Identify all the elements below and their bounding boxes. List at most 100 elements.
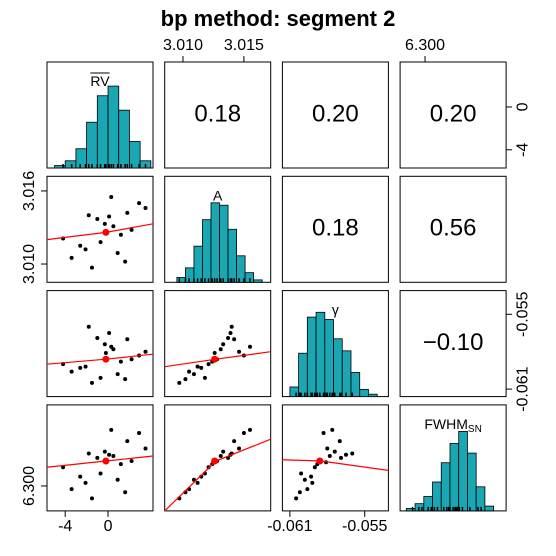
hist-bar [253, 279, 263, 283]
hist-bar [227, 228, 237, 283]
scatter-point [191, 372, 196, 377]
scatter-point [102, 342, 107, 347]
hist-bar [202, 219, 212, 283]
scatter-point [129, 459, 134, 464]
hist-bar [359, 388, 369, 398]
scatter-point [89, 265, 94, 270]
scatter-point [103, 350, 108, 355]
hist-bar [405, 508, 416, 512]
scatter-point [143, 446, 148, 451]
scatter-point [83, 247, 88, 252]
scatter-point [83, 480, 88, 485]
variable-label: γ [332, 301, 339, 317]
scatter-point [109, 344, 114, 349]
scatter-point [344, 452, 348, 457]
hist-bar [86, 121, 98, 169]
hist-bar [458, 430, 468, 512]
hist-bar [432, 481, 442, 512]
scatter-point [95, 335, 100, 340]
mean-point [316, 457, 324, 465]
scatter-point [241, 430, 246, 435]
variable-label-text: γ [332, 301, 339, 317]
x-tick-label: -0.055 [342, 518, 387, 535]
y-tick-label: -4 [514, 143, 531, 157]
scatter-point [195, 364, 200, 369]
scatter-point [109, 427, 114, 432]
smooth-line [282, 459, 389, 471]
scatter-point [98, 240, 103, 245]
hist-bar [193, 245, 203, 283]
scatter-point [299, 471, 304, 476]
hist-bar [306, 316, 317, 398]
scatter-point [337, 439, 342, 444]
hist-bar [324, 319, 334, 398]
scatter-point [86, 451, 91, 456]
scatter-point [107, 214, 112, 219]
scatter-point [297, 490, 302, 495]
hist-bar [449, 443, 460, 512]
scatter-point [218, 454, 223, 459]
hist-bar [96, 95, 109, 169]
scatter-point [95, 216, 100, 221]
panel-frame [399, 175, 507, 283]
hist-bar [64, 160, 77, 169]
chart-title: bp method: segment 2 [161, 6, 396, 31]
scatter-point [309, 474, 314, 479]
correlation-label: −0.10 [423, 329, 484, 356]
correlation-label: 0.20 [312, 100, 359, 127]
scatter-point [330, 427, 335, 432]
scatter-point [125, 210, 130, 215]
scatter-point [109, 195, 114, 200]
scatter-point [69, 255, 74, 260]
panel-frame [399, 290, 507, 398]
panel-frame [399, 61, 507, 169]
scatter-point [89, 380, 94, 385]
smooth-line [46, 223, 154, 241]
hist-bar [333, 338, 343, 398]
correlation-label: 0.56 [430, 215, 477, 242]
scatter-point [339, 455, 344, 460]
scatter-point [78, 365, 83, 370]
y-tick-label: 0 [514, 102, 531, 111]
panel-frame [281, 61, 389, 169]
hist-bar [341, 350, 352, 397]
smooth-line [164, 438, 271, 512]
scatter-point [123, 259, 128, 264]
scatter-point [350, 451, 355, 456]
scatter-point [137, 201, 142, 206]
scatter-point [332, 449, 337, 454]
panel-frame [46, 290, 154, 398]
scatter-point [218, 347, 223, 352]
x-tick-label: 6.300 [405, 37, 445, 54]
scatter-point [102, 449, 107, 454]
correlation-label: 0.18 [194, 100, 241, 127]
scatter-point [125, 337, 130, 342]
y-tick-label: 3.010 [21, 244, 38, 284]
hist-bar [350, 372, 361, 398]
variable-label-subscript: SN [468, 424, 482, 435]
scatter-point [212, 350, 217, 355]
panel-frame [46, 404, 154, 512]
scatter-point [199, 365, 204, 370]
scatter-point [137, 430, 142, 435]
scatter-point [102, 221, 107, 226]
scatter-point [229, 324, 234, 329]
scatter-point [78, 243, 83, 248]
scatter-point [294, 496, 299, 501]
scatter-point [115, 251, 120, 256]
hist-bar [118, 109, 130, 169]
variable-label: RV [90, 73, 110, 89]
scatter-point [143, 205, 148, 210]
scatter-point [228, 331, 233, 335]
scatter-point [111, 454, 116, 459]
scatter-point [206, 465, 211, 470]
scatter-point [95, 455, 100, 460]
correlation-label: 0.20 [430, 100, 477, 127]
scatter-point [325, 446, 330, 451]
panel-frame [281, 175, 389, 283]
scatter-point [78, 474, 83, 479]
x-tick-label: -0.061 [267, 518, 312, 535]
y-tick-label: 6.300 [21, 466, 38, 506]
scatter-point [69, 487, 74, 492]
scatter-point [123, 377, 128, 382]
